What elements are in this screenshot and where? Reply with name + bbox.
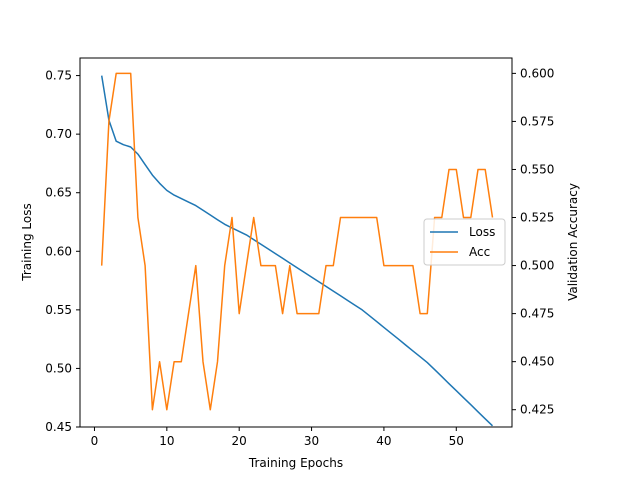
x-tick-label: 20 [232,434,247,448]
ticks-layer: 0 10 20 30 40 50 0.45 0.50 0.55 0.60 0.65 0.70 0.75 0… [45,66,554,448]
x-tick-label: 50 [449,434,464,448]
legend-label-acc: Acc [469,245,490,259]
y-right-tick-label: 0.525 [520,211,554,225]
series-line-acc [100,72,494,411]
x-tick-label: 0 [91,434,99,448]
y-left-tick-label: 0.75 [45,69,72,83]
y-left-tick-label: 0.50 [45,361,72,375]
y-right-tick-label: 0.575 [520,114,554,128]
series-layer [100,72,494,427]
x-tick-label: 30 [304,434,319,448]
x-axis-label: Training Epochs [248,456,343,470]
y-left-tick-label: 0.65 [45,186,72,200]
legend: Loss Acc [423,218,506,266]
plot-frame [79,57,513,428]
y-right-tick-label: 0.600 [520,66,554,80]
y-left-tick-label: 0.55 [45,303,72,317]
y-right-tick-label: 0.475 [520,307,554,321]
y-left-tick-label: 0.70 [45,127,72,141]
series-line-loss [100,75,494,427]
y-axis-right-label: Validation Accuracy [566,183,580,301]
x-tick-label: 10 [159,434,174,448]
legend-box [423,218,506,266]
y-right-tick-label: 0.550 [520,162,554,176]
legend-label-loss: Loss [469,225,495,239]
y-right-tick-label: 0.500 [520,259,554,273]
y-axis-left-label: Training Loss [20,203,34,281]
y-right-tick-label: 0.450 [520,355,554,369]
y-right-tick-label: 0.425 [520,403,554,417]
y-left-tick-label: 0.45 [45,420,72,434]
y-left-tick-label: 0.60 [45,244,72,258]
x-tick-label: 40 [376,434,391,448]
